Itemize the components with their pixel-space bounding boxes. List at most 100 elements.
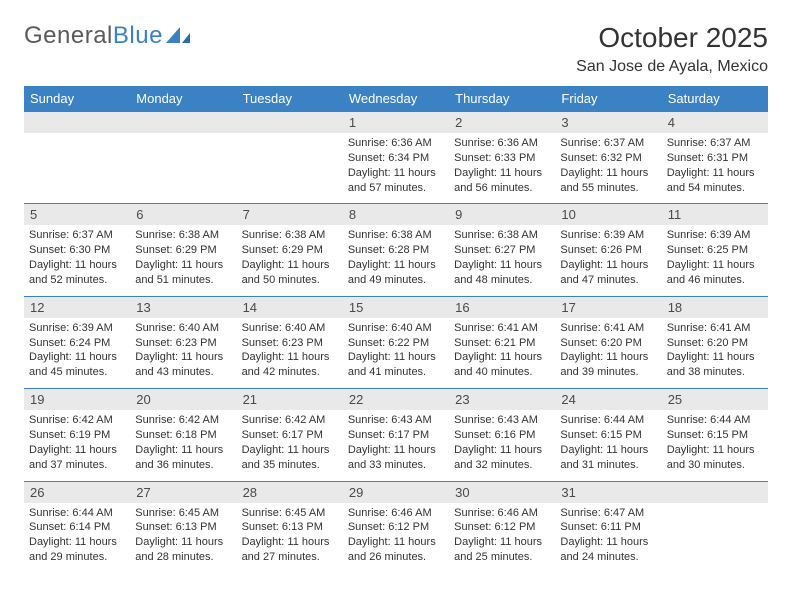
daylight-text: Daylight: 11 hours and 52 minutes.	[29, 258, 125, 288]
weekday-header: Friday	[555, 86, 661, 111]
weekday-header: Wednesday	[343, 86, 449, 111]
sunset-text: Sunset: 6:13 PM	[135, 520, 231, 535]
daynum-row: 1234	[24, 111, 768, 133]
day-number: 23	[449, 389, 555, 410]
day-number: 2	[449, 112, 555, 133]
sunset-text: Sunset: 6:27 PM	[454, 243, 550, 258]
day-body: Sunrise: 6:40 AMSunset: 6:22 PMDaylight:…	[343, 318, 449, 388]
sunrise-text: Sunrise: 6:47 AM	[560, 506, 656, 521]
sunset-text: Sunset: 6:25 PM	[667, 243, 763, 258]
daylight-text: Daylight: 11 hours and 31 minutes.	[560, 443, 656, 473]
day-number	[130, 112, 236, 133]
day-body: Sunrise: 6:43 AMSunset: 6:16 PMDaylight:…	[449, 410, 555, 480]
day-body: Sunrise: 6:42 AMSunset: 6:17 PMDaylight:…	[237, 410, 343, 480]
day-number: 9	[449, 204, 555, 225]
daylight-text: Daylight: 11 hours and 43 minutes.	[135, 350, 231, 380]
day-number: 31	[555, 482, 661, 503]
daylight-text: Daylight: 11 hours and 54 minutes.	[667, 166, 763, 196]
sunrise-text: Sunrise: 6:39 AM	[560, 228, 656, 243]
sunrise-text: Sunrise: 6:43 AM	[348, 413, 444, 428]
location: San Jose de Ayala, Mexico	[576, 58, 768, 76]
daylight-text: Daylight: 11 hours and 57 minutes.	[348, 166, 444, 196]
sunrise-text: Sunrise: 6:41 AM	[560, 321, 656, 336]
sunset-text: Sunset: 6:24 PM	[29, 336, 125, 351]
sunset-text: Sunset: 6:16 PM	[454, 428, 550, 443]
sunrise-text: Sunrise: 6:44 AM	[29, 506, 125, 521]
day-body: Sunrise: 6:44 AMSunset: 6:15 PMDaylight:…	[555, 410, 661, 480]
daynum-row: 12131415161718	[24, 296, 768, 318]
sunset-text: Sunset: 6:29 PM	[135, 243, 231, 258]
weekday-header: Monday	[130, 86, 236, 111]
daylight-text: Daylight: 11 hours and 29 minutes.	[29, 535, 125, 565]
day-number: 8	[343, 204, 449, 225]
sunset-text: Sunset: 6:26 PM	[560, 243, 656, 258]
sunrise-text: Sunrise: 6:43 AM	[454, 413, 550, 428]
sunrise-text: Sunrise: 6:42 AM	[242, 413, 338, 428]
day-body: Sunrise: 6:38 AMSunset: 6:28 PMDaylight:…	[343, 225, 449, 295]
day-number: 17	[555, 297, 661, 318]
day-body: Sunrise: 6:40 AMSunset: 6:23 PMDaylight:…	[130, 318, 236, 388]
weekday-header: Thursday	[449, 86, 555, 111]
day-body: Sunrise: 6:45 AMSunset: 6:13 PMDaylight:…	[130, 503, 236, 573]
day-number: 20	[130, 389, 236, 410]
sunset-text: Sunset: 6:14 PM	[29, 520, 125, 535]
daylight-text: Daylight: 11 hours and 55 minutes.	[560, 166, 656, 196]
weekday-header-row: Sunday Monday Tuesday Wednesday Thursday…	[24, 86, 768, 111]
daylight-text: Daylight: 11 hours and 25 minutes.	[454, 535, 550, 565]
sunset-text: Sunset: 6:23 PM	[135, 336, 231, 351]
sunrise-text: Sunrise: 6:37 AM	[560, 136, 656, 151]
sunset-text: Sunset: 6:32 PM	[560, 151, 656, 166]
daylight-text: Daylight: 11 hours and 26 minutes.	[348, 535, 444, 565]
sunrise-text: Sunrise: 6:44 AM	[667, 413, 763, 428]
daylight-text: Daylight: 11 hours and 51 minutes.	[135, 258, 231, 288]
weekday-header: Tuesday	[237, 86, 343, 111]
daylight-text: Daylight: 11 hours and 33 minutes.	[348, 443, 444, 473]
daylight-text: Daylight: 11 hours and 37 minutes.	[29, 443, 125, 473]
day-number: 1	[343, 112, 449, 133]
day-number: 19	[24, 389, 130, 410]
sunrise-text: Sunrise: 6:40 AM	[348, 321, 444, 336]
sunset-text: Sunset: 6:22 PM	[348, 336, 444, 351]
day-number: 18	[662, 297, 768, 318]
day-body: Sunrise: 6:46 AMSunset: 6:12 PMDaylight:…	[449, 503, 555, 573]
daylight-text: Daylight: 11 hours and 46 minutes.	[667, 258, 763, 288]
sunrise-text: Sunrise: 6:42 AM	[29, 413, 125, 428]
logo: GeneralBlue	[24, 22, 192, 50]
sunset-text: Sunset: 6:29 PM	[242, 243, 338, 258]
daynum-row: 567891011	[24, 203, 768, 225]
sunrise-text: Sunrise: 6:38 AM	[242, 228, 338, 243]
day-body: Sunrise: 6:42 AMSunset: 6:19 PMDaylight:…	[24, 410, 130, 480]
day-number: 30	[449, 482, 555, 503]
day-body: Sunrise: 6:44 AMSunset: 6:15 PMDaylight:…	[662, 410, 768, 480]
sunset-text: Sunset: 6:17 PM	[348, 428, 444, 443]
weeks-container: 1234Sunrise: 6:36 AMSunset: 6:34 PMDayli…	[24, 111, 768, 573]
day-number	[24, 112, 130, 133]
sunset-text: Sunset: 6:23 PM	[242, 336, 338, 351]
day-body: Sunrise: 6:37 AMSunset: 6:30 PMDaylight:…	[24, 225, 130, 295]
daylight-text: Daylight: 11 hours and 39 minutes.	[560, 350, 656, 380]
sunrise-text: Sunrise: 6:40 AM	[135, 321, 231, 336]
daylight-text: Daylight: 11 hours and 48 minutes.	[454, 258, 550, 288]
day-number: 24	[555, 389, 661, 410]
logo-sail-icon	[166, 25, 192, 45]
sunrise-text: Sunrise: 6:38 AM	[454, 228, 550, 243]
sunset-text: Sunset: 6:12 PM	[454, 520, 550, 535]
sunset-text: Sunset: 6:15 PM	[667, 428, 763, 443]
daylight-text: Daylight: 11 hours and 56 minutes.	[454, 166, 550, 196]
day-body	[130, 133, 236, 203]
daylight-text: Daylight: 11 hours and 40 minutes.	[454, 350, 550, 380]
daylight-text: Daylight: 11 hours and 36 minutes.	[135, 443, 231, 473]
daylight-text: Daylight: 11 hours and 47 minutes.	[560, 258, 656, 288]
day-body: Sunrise: 6:38 AMSunset: 6:29 PMDaylight:…	[130, 225, 236, 295]
sunrise-text: Sunrise: 6:39 AM	[29, 321, 125, 336]
day-body: Sunrise: 6:40 AMSunset: 6:23 PMDaylight:…	[237, 318, 343, 388]
day-number: 5	[24, 204, 130, 225]
daylight-text: Daylight: 11 hours and 32 minutes.	[454, 443, 550, 473]
sunset-text: Sunset: 6:11 PM	[560, 520, 656, 535]
day-number: 15	[343, 297, 449, 318]
title-block: October 2025 San Jose de Ayala, Mexico	[576, 22, 768, 76]
day-body: Sunrise: 6:37 AMSunset: 6:31 PMDaylight:…	[662, 133, 768, 203]
day-body: Sunrise: 6:39 AMSunset: 6:24 PMDaylight:…	[24, 318, 130, 388]
day-body	[237, 133, 343, 203]
day-number	[662, 482, 768, 503]
